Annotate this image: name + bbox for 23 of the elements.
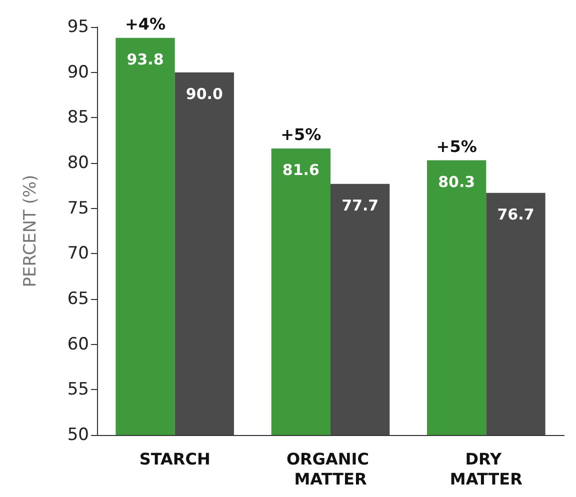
y-tick-label: 65: [67, 289, 89, 309]
data-label: 77.7: [342, 196, 379, 214]
y-tick-label: 85: [67, 108, 89, 128]
data-label: 76.7: [497, 205, 534, 224]
annotation: +5%: [280, 124, 322, 144]
x-tick-label: ORGANIC MATTER: [286, 450, 375, 488]
x-tick-label: DRY MATTER: [450, 450, 522, 488]
y-tick-label: 75: [67, 198, 89, 218]
annotation: +4%: [124, 14, 166, 34]
y-tick-label: 90: [67, 62, 89, 82]
y-tick-label: 95: [67, 17, 89, 37]
annotation: +5%: [436, 136, 477, 156]
y-tick-label: 80: [67, 153, 89, 173]
x-tick-label: STARCH: [139, 450, 210, 468]
y-axis-title: PERCENT (%): [20, 174, 40, 288]
y-tick-label: 60: [67, 334, 89, 354]
y-tick-label: 55: [67, 380, 89, 400]
data-label: 81.6: [282, 160, 320, 179]
data-label: 93.8: [126, 50, 164, 68]
data-label: 90.0: [186, 84, 223, 103]
y-tick-label: 50: [67, 425, 89, 445]
y-tick-label: 70: [67, 244, 89, 264]
data-label: 80.3: [438, 172, 476, 191]
